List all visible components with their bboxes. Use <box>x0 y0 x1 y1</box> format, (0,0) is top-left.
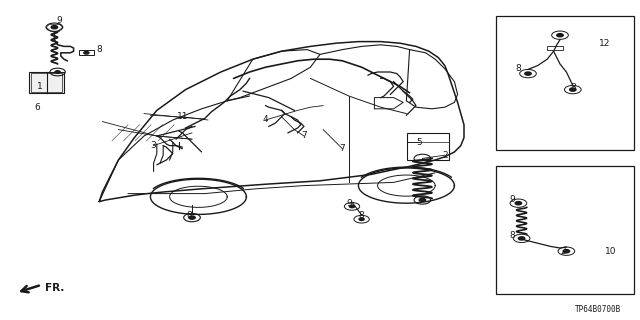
Text: 4: 4 <box>263 116 268 124</box>
Bar <box>407 133 449 160</box>
Text: FR.: FR. <box>45 283 64 293</box>
Circle shape <box>359 218 364 220</box>
Text: 7: 7 <box>301 132 307 140</box>
Text: 8: 8 <box>97 45 102 54</box>
Circle shape <box>189 216 195 219</box>
Text: 6: 6 <box>35 103 40 112</box>
Text: 9: 9 <box>346 199 351 208</box>
Bar <box>496 16 634 150</box>
Text: 7: 7 <box>340 144 345 153</box>
Circle shape <box>563 250 570 253</box>
Text: 8: 8 <box>359 212 364 220</box>
Bar <box>79 50 94 55</box>
Circle shape <box>419 198 426 202</box>
Bar <box>496 166 634 294</box>
Text: 8: 8 <box>516 64 521 73</box>
Text: 2: 2 <box>442 151 447 160</box>
Text: 3: 3 <box>151 141 156 150</box>
Text: 9: 9 <box>57 16 62 25</box>
Circle shape <box>51 26 58 29</box>
Circle shape <box>525 72 531 75</box>
Bar <box>29 72 64 93</box>
Text: 11: 11 <box>177 112 188 121</box>
Circle shape <box>84 52 89 54</box>
Bar <box>31 73 62 92</box>
Text: TP64B0700B: TP64B0700B <box>575 305 621 314</box>
Text: 1: 1 <box>38 82 43 91</box>
Circle shape <box>557 34 563 37</box>
Circle shape <box>55 71 60 73</box>
Text: 12: 12 <box>599 39 611 48</box>
Circle shape <box>349 205 355 208</box>
Bar <box>547 46 563 50</box>
Text: 9: 9 <box>509 196 515 204</box>
Text: 2: 2 <box>561 247 566 256</box>
Text: 5: 5 <box>417 138 422 147</box>
Text: 8: 8 <box>509 231 515 240</box>
Text: 8: 8 <box>570 84 575 92</box>
Circle shape <box>518 237 525 240</box>
Text: 10: 10 <box>605 247 617 256</box>
Circle shape <box>570 88 576 91</box>
Text: 8: 8 <box>186 212 191 220</box>
Circle shape <box>515 202 522 205</box>
